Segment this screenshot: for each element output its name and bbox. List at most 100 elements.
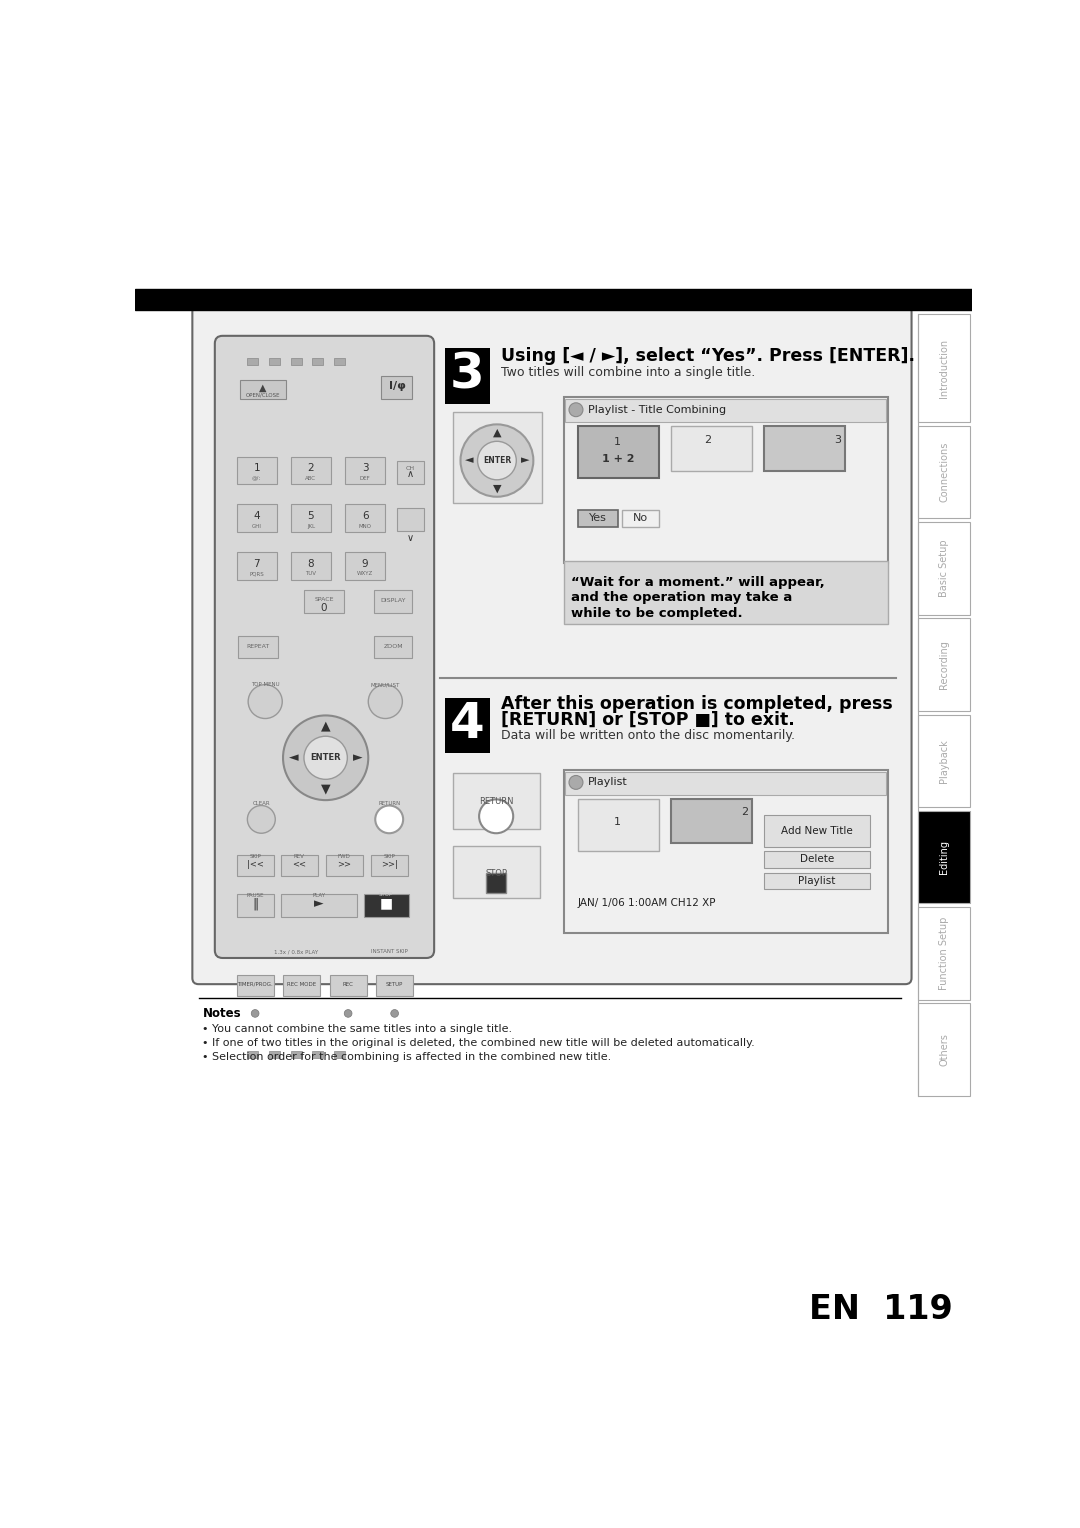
Bar — [247, 1051, 258, 1057]
Text: 1 + 2: 1 + 2 — [602, 454, 634, 465]
Text: Editing: Editing — [940, 840, 949, 874]
Text: WXYZ: WXYZ — [357, 571, 374, 576]
Bar — [237, 975, 273, 996]
Bar — [453, 413, 542, 503]
Text: ►: ► — [352, 752, 362, 764]
Text: Function Setup: Function Setup — [940, 917, 949, 990]
Text: STOP: STOP — [379, 892, 393, 897]
Bar — [370, 854, 408, 877]
Text: 2: 2 — [308, 463, 314, 474]
Bar — [345, 504, 386, 532]
Bar — [565, 772, 886, 795]
Bar — [564, 770, 888, 934]
Bar — [671, 799, 752, 843]
Text: Others: Others — [940, 1033, 949, 1067]
Text: PQRS: PQRS — [249, 571, 264, 576]
Bar — [486, 874, 507, 894]
Bar — [237, 457, 276, 484]
Text: 2: 2 — [704, 435, 711, 445]
Bar — [564, 561, 888, 623]
Bar — [445, 698, 490, 753]
Text: REPEAT: REPEAT — [246, 643, 270, 648]
Circle shape — [252, 1010, 259, 1018]
Bar — [918, 619, 971, 711]
Text: PLAY: PLAY — [312, 892, 325, 898]
Text: 1: 1 — [615, 437, 621, 448]
Text: SETUP: SETUP — [386, 981, 403, 987]
Bar — [312, 358, 323, 365]
Text: Playlist - Title Combining: Playlist - Title Combining — [588, 405, 726, 414]
Text: Two titles will combine into a single title.: Two titles will combine into a single ti… — [501, 367, 755, 379]
Text: ■: ■ — [379, 897, 393, 911]
Bar — [281, 894, 356, 917]
Bar — [291, 504, 332, 532]
Bar — [345, 457, 386, 484]
Text: JAN/ 1/06 1:00AM CH12 XP: JAN/ 1/06 1:00AM CH12 XP — [578, 897, 716, 908]
Bar — [918, 908, 971, 999]
Circle shape — [569, 403, 583, 417]
Bar — [345, 552, 386, 581]
Bar — [135, 289, 972, 310]
Text: SPACE: SPACE — [314, 597, 334, 602]
Text: 1: 1 — [254, 463, 260, 474]
Bar — [918, 426, 971, 518]
Text: [RETURN] or [STOP ■] to exit.: [RETURN] or [STOP ■] to exit. — [501, 711, 795, 729]
Bar — [381, 376, 413, 399]
Text: • If one of two titles in the original is deleted, the combined new title will b: • If one of two titles in the original i… — [202, 1038, 755, 1048]
Text: GHI: GHI — [252, 524, 261, 529]
Circle shape — [391, 1010, 399, 1018]
Text: @/:: @/: — [252, 475, 261, 481]
Text: 8: 8 — [308, 559, 314, 568]
Text: CH: CH — [406, 466, 415, 471]
Text: “Wait for a moment.” will appear,: “Wait for a moment.” will appear, — [571, 576, 825, 588]
Bar — [237, 504, 276, 532]
Circle shape — [477, 442, 516, 480]
Bar — [397, 507, 424, 530]
Text: Using [◄ / ►], select “Yes”. Press [ENTER].: Using [◄ / ►], select “Yes”. Press [ENTE… — [501, 347, 915, 365]
Text: ►: ► — [521, 455, 529, 466]
Text: INSTANT SKIP: INSTANT SKIP — [370, 949, 407, 955]
Text: >>|: >>| — [381, 860, 397, 868]
Circle shape — [375, 805, 403, 833]
Bar — [564, 397, 888, 562]
Text: After this operation is completed, press: After this operation is completed, press — [501, 695, 892, 714]
Text: Playback: Playback — [940, 740, 949, 782]
Text: DISPLAY: DISPLAY — [380, 597, 406, 604]
Text: RETURN: RETURN — [378, 802, 401, 807]
Bar — [565, 399, 886, 422]
Text: ABC: ABC — [306, 475, 316, 481]
Bar — [291, 358, 301, 365]
Text: No: No — [633, 512, 648, 523]
Text: JKL: JKL — [307, 524, 315, 529]
Circle shape — [368, 685, 403, 718]
Text: ZOOM: ZOOM — [383, 643, 403, 648]
Text: REV: REV — [294, 854, 305, 859]
Text: STOP: STOP — [485, 869, 508, 877]
Bar — [312, 1051, 323, 1057]
Bar — [247, 358, 258, 365]
Text: I/φ: I/φ — [389, 380, 405, 391]
Text: 5: 5 — [308, 510, 314, 521]
Text: |<<: |<< — [246, 860, 264, 868]
Text: ◄: ◄ — [464, 455, 473, 466]
Text: Basic Setup: Basic Setup — [940, 539, 949, 597]
Circle shape — [480, 799, 513, 833]
Bar — [376, 975, 414, 996]
Text: TOP MENU: TOP MENU — [251, 681, 280, 688]
Bar — [374, 636, 413, 657]
Bar — [269, 1051, 280, 1057]
Bar — [453, 845, 540, 898]
Text: • You cannot combine the same titles into a single title.: • You cannot combine the same titles int… — [202, 1024, 513, 1034]
Text: PAUSE: PAUSE — [246, 892, 264, 898]
Text: Data will be written onto the disc momentarily.: Data will be written onto the disc momen… — [501, 729, 795, 743]
Circle shape — [460, 425, 534, 497]
Bar — [326, 854, 363, 877]
Text: REC MODE: REC MODE — [287, 981, 316, 987]
Text: 4: 4 — [450, 700, 485, 747]
Bar — [374, 590, 413, 613]
FancyBboxPatch shape — [215, 336, 434, 958]
Bar — [764, 872, 870, 889]
Bar — [453, 773, 540, 828]
Text: ►: ► — [314, 897, 324, 911]
Bar — [578, 799, 659, 851]
